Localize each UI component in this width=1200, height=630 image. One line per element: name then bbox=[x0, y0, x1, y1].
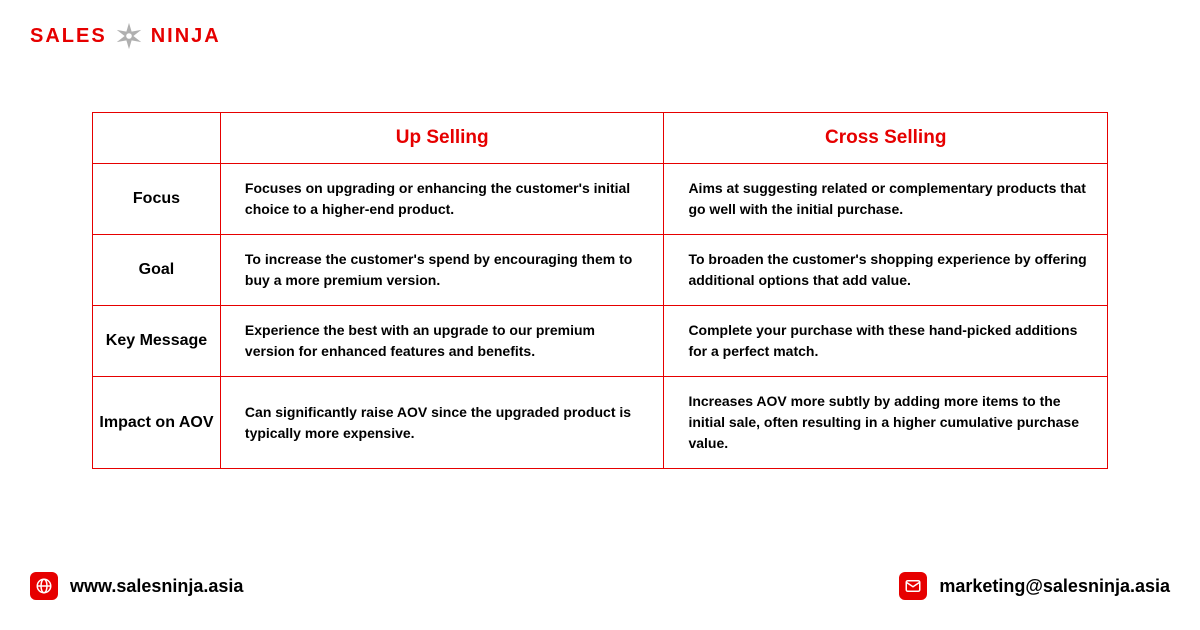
footer-website: www.salesninja.asia bbox=[30, 572, 243, 600]
cell-content: Experience the best with an upgrade to o… bbox=[220, 306, 664, 377]
row-label: Impact on AOV bbox=[93, 377, 221, 469]
shuriken-icon bbox=[115, 22, 143, 50]
cell-content: Focuses on upgrading or enhancing the cu… bbox=[220, 164, 664, 235]
cell-content: Aims at suggesting related or complement… bbox=[664, 164, 1108, 235]
header-crossselling: Cross Selling bbox=[664, 113, 1108, 164]
email-text: marketing@salesninja.asia bbox=[939, 576, 1170, 597]
cell-content: Increases AOV more subtly by adding more… bbox=[664, 377, 1108, 469]
row-label: Focus bbox=[93, 164, 221, 235]
logo-left: SALES bbox=[30, 25, 107, 48]
cell-content: Complete your purchase with these hand-p… bbox=[664, 306, 1108, 377]
comparison-table: Up Selling Cross Selling Focus Focuses o… bbox=[92, 112, 1108, 469]
cell-content: To increase the customer's spend by enco… bbox=[220, 235, 664, 306]
cell-content: To broaden the customer's shopping exper… bbox=[664, 235, 1108, 306]
website-text: www.salesninja.asia bbox=[70, 576, 243, 597]
header-empty bbox=[93, 113, 221, 164]
footer: www.salesninja.asia marketing@salesninja… bbox=[30, 572, 1170, 600]
table-row: Impact on AOV Can significantly raise AO… bbox=[93, 377, 1108, 469]
globe-icon bbox=[30, 572, 58, 600]
mail-icon bbox=[899, 572, 927, 600]
table-row: Focus Focuses on upgrading or enhancing … bbox=[93, 164, 1108, 235]
footer-email: marketing@salesninja.asia bbox=[899, 572, 1170, 600]
row-label: Key Message bbox=[93, 306, 221, 377]
cell-content: Can significantly raise AOV since the up… bbox=[220, 377, 664, 469]
row-label: Goal bbox=[93, 235, 221, 306]
brand-logo: SALES NINJA bbox=[30, 22, 221, 50]
table-row: Key Message Experience the best with an … bbox=[93, 306, 1108, 377]
table-row: Goal To increase the customer's spend by… bbox=[93, 235, 1108, 306]
logo-right: NINJA bbox=[151, 25, 221, 48]
header-upselling: Up Selling bbox=[220, 113, 664, 164]
